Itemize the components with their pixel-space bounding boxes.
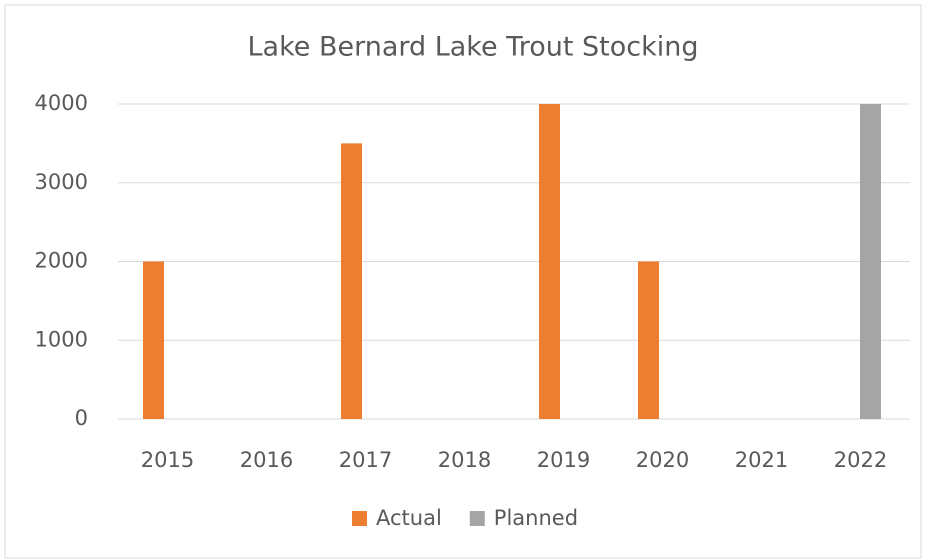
legend-swatch — [352, 511, 367, 526]
legend-swatch — [469, 511, 485, 526]
x-tick-label: 2021 — [735, 448, 788, 472]
bar — [638, 261, 659, 419]
x-tick-label: 2018 — [438, 448, 491, 472]
x-tick-label: 2016 — [240, 448, 293, 472]
bar — [143, 261, 164, 419]
bar — [539, 104, 560, 419]
chart-title: Lake Bernard Lake Trout Stocking — [248, 32, 699, 63]
y-tick-label: 1000 — [35, 327, 88, 351]
bar — [341, 143, 362, 419]
y-tick-label: 3000 — [35, 170, 88, 194]
x-tick-label: 2015 — [141, 448, 194, 472]
x-tick-label: 2022 — [834, 448, 887, 472]
bar — [860, 104, 881, 419]
x-tick-label: 2019 — [537, 448, 590, 472]
chart-border — [4, 4, 922, 559]
legend-label: Actual — [376, 506, 442, 530]
y-tick-label: 4000 — [35, 91, 88, 115]
legend-label: Planned — [494, 506, 578, 530]
x-tick-label: 2020 — [636, 448, 689, 472]
x-tick-label: 2017 — [339, 448, 392, 472]
y-tick-label: 2000 — [35, 249, 88, 273]
y-tick-label: 0 — [75, 406, 88, 430]
